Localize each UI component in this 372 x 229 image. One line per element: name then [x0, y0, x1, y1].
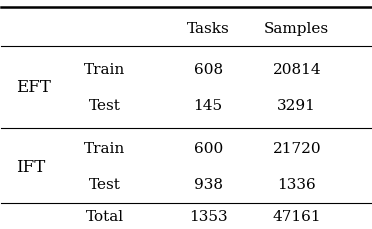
Text: 3291: 3291 — [278, 98, 316, 112]
Text: EFT: EFT — [16, 79, 51, 96]
Text: 608: 608 — [193, 62, 223, 76]
Text: IFT: IFT — [16, 158, 45, 175]
Text: Test: Test — [89, 178, 121, 192]
Text: 938: 938 — [194, 178, 223, 192]
Text: Test: Test — [89, 98, 121, 112]
Text: 21720: 21720 — [272, 142, 321, 155]
Text: 145: 145 — [193, 98, 223, 112]
Text: 47161: 47161 — [272, 209, 321, 223]
Text: Train: Train — [84, 142, 125, 155]
Text: Total: Total — [86, 209, 124, 223]
Text: Train: Train — [84, 62, 125, 76]
Text: 20814: 20814 — [272, 62, 321, 76]
Text: 1336: 1336 — [278, 178, 316, 192]
Text: Tasks: Tasks — [187, 22, 230, 35]
Text: 1353: 1353 — [189, 209, 227, 223]
Text: 600: 600 — [193, 142, 223, 155]
Text: Samples: Samples — [264, 22, 329, 35]
